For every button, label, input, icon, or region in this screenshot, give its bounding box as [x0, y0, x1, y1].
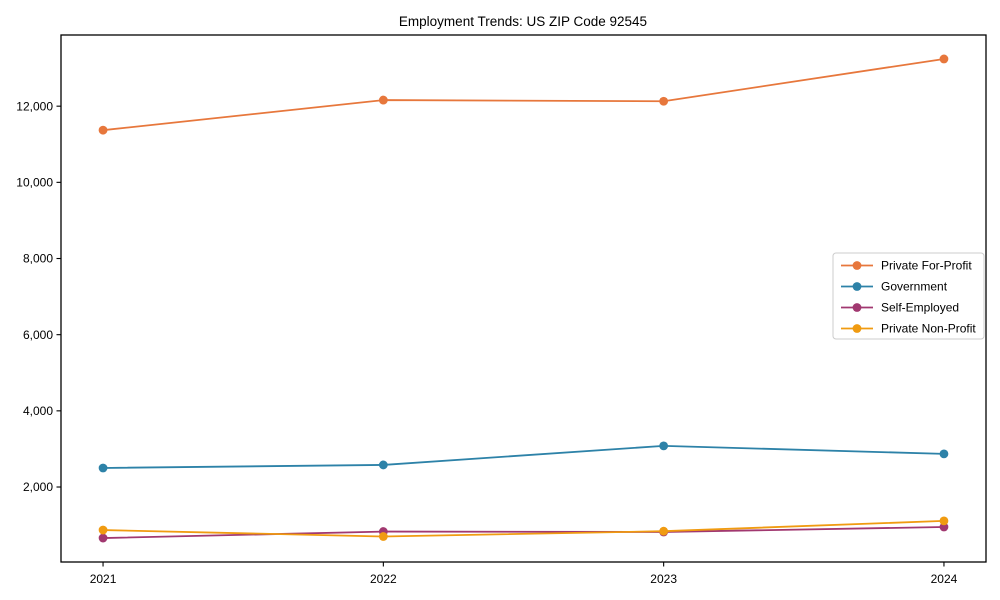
chart-title: Employment Trends: US ZIP Code 92545	[399, 14, 647, 29]
y-tick-label: 8,000	[23, 252, 53, 266]
y-tick-label: 6,000	[23, 328, 53, 342]
data-point-government-2024	[939, 449, 949, 459]
y-tick-label: 4,000	[23, 404, 53, 418]
data-point-private-non-profit-2022	[378, 532, 388, 541]
data-point-private-for-profit-2024	[939, 54, 949, 64]
data-point-self-employed-2024	[939, 522, 949, 532]
x-tick-label: 2024	[931, 572, 958, 586]
data-point-private-non-profit-2024	[939, 516, 949, 526]
series-line-private-non-profit	[103, 520, 944, 538]
series-line-private-for-profit	[102, 58, 945, 132]
y-tick-label: 10,000	[16, 176, 53, 190]
y-tick-label: 2,000	[23, 480, 53, 494]
y-tick-label: 12,000	[16, 99, 53, 113]
legend-sample-marker	[852, 282, 862, 291]
x-tick-label: 2023	[650, 572, 677, 586]
series-line-government	[103, 444, 944, 469]
series-line-self-employed	[103, 526, 944, 539]
legend-label: Private Non-Profit	[881, 322, 976, 336]
legend-label: Self-Employed	[881, 301, 959, 315]
legend-sample-marker	[852, 303, 862, 312]
data-point-self-employed-2021	[98, 533, 108, 543]
plot-layer: 2,000 4,000 6,000 8,000 10,000 12,000 2021 2022…	[16, 34, 987, 586]
legend-sample-marker	[852, 324, 862, 333]
data-point-private-for-profit-2021	[98, 125, 108, 135]
plot-area-frame	[60, 34, 987, 563]
data-point-private-non-profit-2023	[659, 526, 669, 536]
legend-box	[832, 252, 985, 340]
x-tick-label: 2022	[370, 572, 397, 586]
data-point-government-2022	[378, 460, 388, 470]
data-point-government-2021	[98, 463, 108, 473]
data-point-government-2023	[659, 441, 669, 451]
data-point-private-for-profit-2023	[659, 96, 669, 106]
legend-label: Government	[881, 280, 948, 294]
data-point-private-for-profit-2022	[378, 95, 388, 105]
legend-sample-marker	[852, 261, 862, 270]
legend-label: Private For-Profit	[881, 259, 972, 273]
data-point-private-non-profit-2021	[98, 525, 108, 535]
x-tick-label: 2021	[90, 572, 117, 586]
